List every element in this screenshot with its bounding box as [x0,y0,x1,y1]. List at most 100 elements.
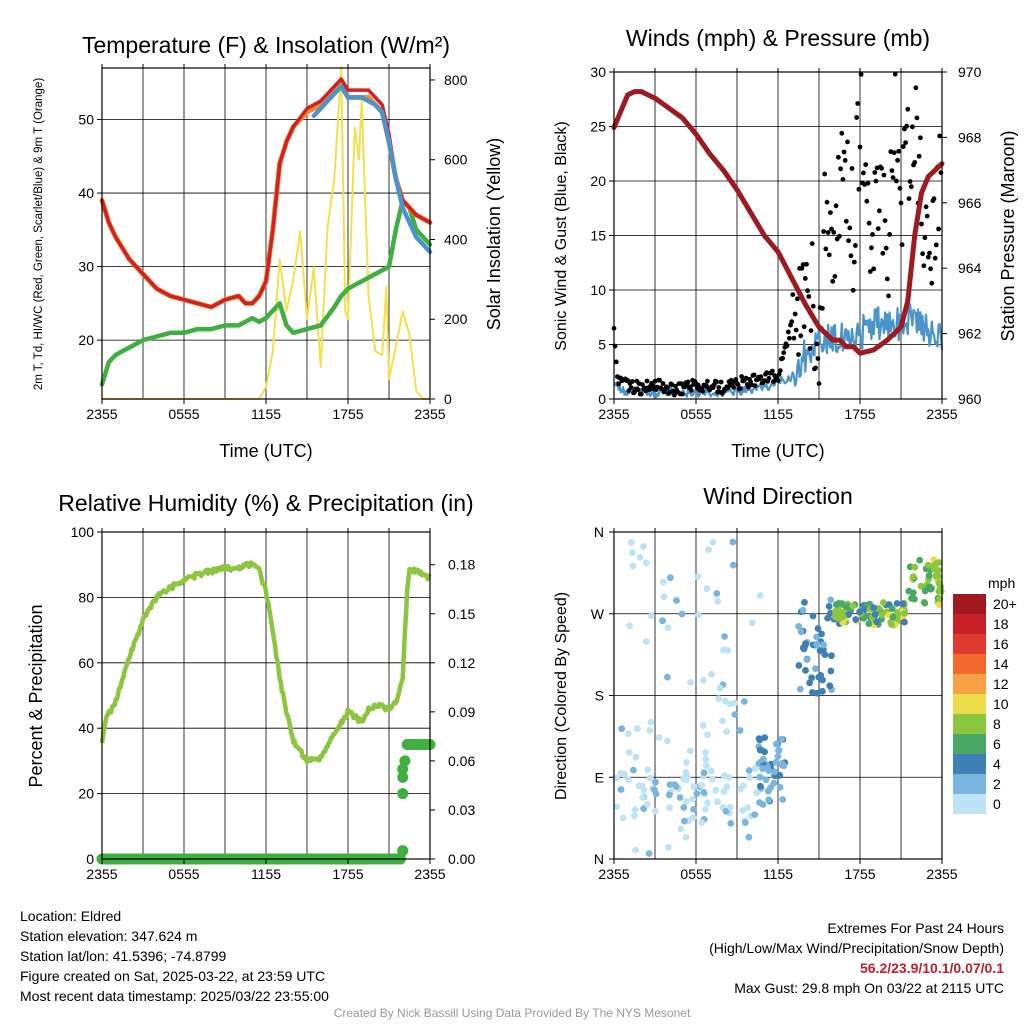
gust-point [929,280,935,286]
direction-point [751,811,759,818]
y2-tick-label: 964 [958,260,982,276]
gust-point [919,221,924,227]
direction-point [694,573,702,581]
direction-point [845,611,852,618]
gust-point [870,232,875,237]
direction-point [828,652,835,660]
gust-point [861,170,866,176]
direction-point [909,589,917,597]
direction-point [659,578,667,586]
direction-point [617,786,625,793]
x-tick-label: 2355 [414,866,445,882]
gust-point [804,261,809,267]
gust-point [810,303,816,309]
gust-point [881,172,887,178]
x-axis-label: Time (UTC) [731,441,824,461]
precip-point [397,771,409,783]
gust-point [679,391,685,397]
colorbar-swatch [953,794,986,814]
gust-point [904,123,910,129]
gust-point [705,378,710,384]
direction-point [908,594,915,602]
gust-point [889,168,895,174]
direction-point [779,796,787,803]
gust-point [883,245,889,251]
y-tick-label: 20 [78,786,94,802]
direction-point [702,806,709,813]
gust-point [791,335,797,341]
gust-point [856,186,862,192]
y-axis-label: Direction (Colored By Speed) [553,592,570,800]
colorbar-swatch [953,694,986,714]
direction-point [673,597,680,604]
direction-point [930,562,938,569]
direction-point [659,617,666,625]
direction-point [827,667,835,675]
gust-point [613,359,619,365]
y-tick-label: W [591,606,605,622]
direction-point [664,844,672,851]
precip-point [397,845,409,857]
y2-tick-label: 600 [444,152,468,168]
colorbar-swatch [953,734,986,754]
gust-point [635,387,641,393]
direction-point [729,561,737,569]
direction-point [776,783,784,791]
direction-point [899,600,907,608]
direction-point [817,672,825,679]
direction-point [646,774,654,782]
direction-point [873,618,880,626]
direction-point [745,767,753,774]
direction-point [725,774,733,781]
direction-point [935,566,942,574]
direction-point [630,766,637,774]
direction-point [756,773,764,781]
direction-point [878,611,886,619]
direction-point [760,755,767,763]
series-line-hi-wc [311,84,433,255]
temperature-panel [97,64,435,404]
direction-point [888,621,895,628]
colorbar-tick-label: 10 [993,696,1009,712]
direction-point [702,749,709,756]
direction-point [812,665,819,672]
gust-point [840,177,846,182]
direction-point [921,599,929,607]
direction-point [699,721,707,729]
direction-point [818,630,825,638]
gust-point [796,352,801,357]
direction-point [742,819,749,826]
winds-panel-frame [613,71,943,400]
gust-point [644,378,650,384]
direction-point [629,562,637,570]
direction-point [778,760,786,767]
direction-point [856,608,864,616]
gust-point [880,250,886,256]
gust-point [776,372,782,377]
direction-point [819,687,826,695]
gust-point [806,294,812,299]
gust-point [816,381,822,386]
station-elevation: Station elevation: 347.624 m [20,928,198,944]
gust-point [903,140,908,146]
direction-point [645,850,653,857]
gust-point [801,324,807,330]
direction-point [935,573,942,580]
gust-point [790,292,796,297]
direction-point [617,769,625,777]
direction-point [712,786,720,794]
y-tick-label: 10 [590,282,606,298]
gust-point [795,296,800,302]
direction-point [624,776,632,784]
gust-point [751,372,757,378]
x-tick-label: 1155 [763,866,793,882]
gust-point [921,263,927,269]
direction-point [801,599,808,606]
x-tick-label: 2355 [414,406,445,422]
direction-point [651,807,659,815]
gust-point [689,388,694,393]
gust-point [820,306,825,311]
colorbar-tick-label: 20+ [993,596,1017,612]
direction-point [838,600,846,607]
